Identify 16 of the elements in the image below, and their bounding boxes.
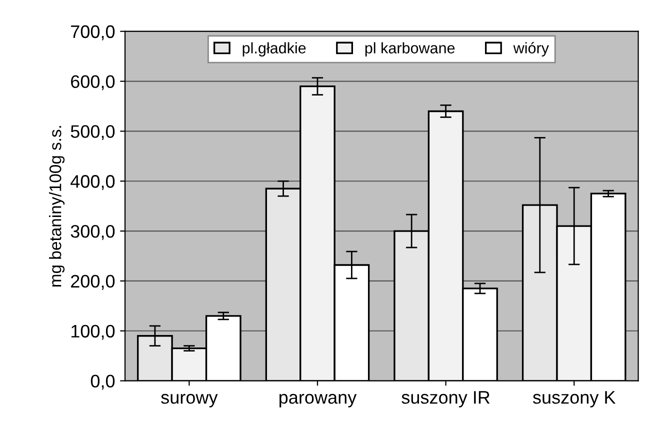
- y-tick-label: 500,0: [70, 125, 115, 140]
- x-tick-label: suszony IR: [402, 391, 490, 408]
- legend-label: pl.gładkie: [242, 42, 306, 56]
- y-tick-label: 600,0: [71, 75, 115, 90]
- y-tick-label: 700,0: [71, 25, 115, 40]
- y-tick-label: 300,0: [70, 224, 115, 240]
- legend-label: pl karbowane: [365, 42, 455, 56]
- x-tick-label: parowany: [280, 394, 357, 408]
- y-tick-label: 400,0: [70, 175, 115, 190]
- y-tick-label: 0,0: [90, 374, 115, 390]
- y-tick-label: 100,0: [71, 324, 115, 340]
- legend-label: wióry: [513, 42, 549, 56]
- y-tick-label: 200,0: [71, 274, 115, 290]
- x-tick-label: suszony K: [532, 391, 616, 408]
- x-tick-label: surowy: [161, 394, 218, 408]
- y-axis-title: mg betaniny/100g s.s.: [49, 126, 65, 286]
